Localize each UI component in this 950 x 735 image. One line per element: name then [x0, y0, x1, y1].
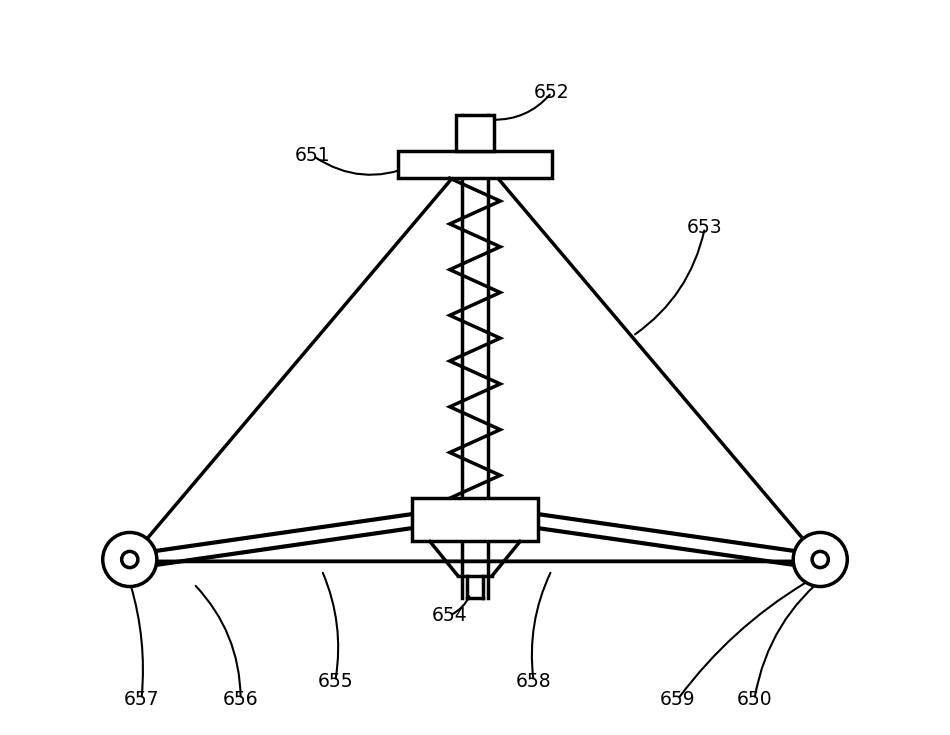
Circle shape [103, 532, 157, 587]
Text: 650: 650 [736, 689, 772, 709]
Text: 653: 653 [687, 218, 723, 237]
Text: 654: 654 [432, 606, 467, 625]
Text: 655: 655 [317, 672, 353, 691]
Text: 658: 658 [516, 672, 551, 691]
Bar [398, 151, 552, 178]
Text: 659: 659 [660, 689, 695, 709]
Text: 657: 657 [124, 689, 160, 709]
Bar [412, 498, 538, 542]
Text: 652: 652 [534, 83, 569, 102]
Bar [456, 115, 494, 151]
Text: 656: 656 [223, 689, 258, 709]
Text: 651: 651 [294, 146, 331, 165]
Circle shape [793, 532, 847, 587]
